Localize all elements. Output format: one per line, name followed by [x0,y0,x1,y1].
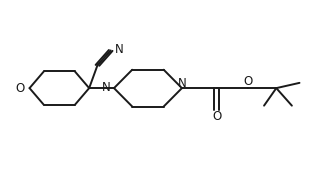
Text: N: N [115,43,123,56]
Text: N: N [102,81,111,94]
Text: N: N [178,77,186,90]
Text: O: O [212,110,221,123]
Text: O: O [243,75,253,88]
Text: O: O [15,82,24,95]
